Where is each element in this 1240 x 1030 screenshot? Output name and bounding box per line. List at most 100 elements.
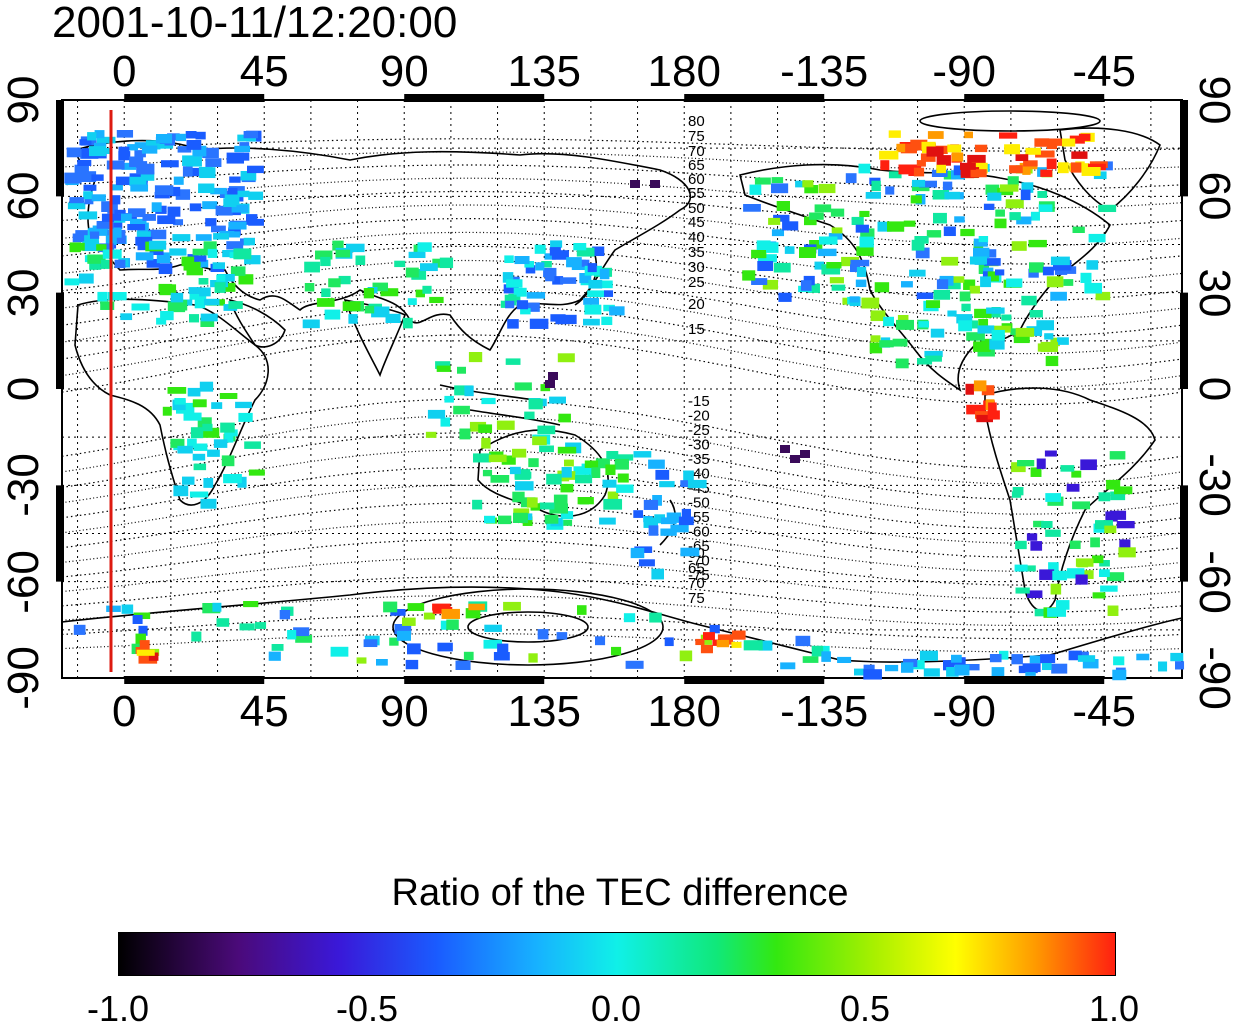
tec-cell bbox=[1033, 520, 1044, 528]
tec-cell bbox=[507, 319, 519, 329]
tec-cell bbox=[1014, 564, 1028, 572]
tec-cell bbox=[941, 256, 959, 266]
tec-cell bbox=[97, 291, 108, 302]
tec-cell-hot bbox=[1044, 138, 1063, 146]
tec-cell bbox=[916, 292, 934, 299]
tec-cell bbox=[1114, 486, 1133, 495]
tec-cell bbox=[167, 133, 180, 141]
tec-cell bbox=[1040, 341, 1059, 352]
tec-cell bbox=[633, 451, 652, 458]
tec-cell bbox=[901, 281, 913, 288]
tec-cell bbox=[464, 385, 474, 397]
tec-cell bbox=[865, 192, 882, 199]
tec-cell bbox=[136, 231, 151, 240]
tec-cell-hot bbox=[974, 144, 988, 153]
tec-cell bbox=[923, 668, 940, 677]
contour-label: -30 bbox=[688, 437, 710, 454]
tec-cell-hot bbox=[921, 141, 936, 150]
tec-cell bbox=[986, 307, 1005, 314]
tec-cell bbox=[617, 473, 629, 483]
tec-cell bbox=[348, 314, 358, 324]
tec-cell bbox=[1042, 663, 1052, 671]
tec-cell bbox=[799, 247, 817, 258]
tec-cell bbox=[240, 171, 257, 181]
tec-cell bbox=[1030, 211, 1040, 221]
tec-cell bbox=[383, 601, 398, 613]
tec-cell bbox=[888, 171, 902, 179]
tick-label: 0 bbox=[111, 47, 137, 96]
tec-cell bbox=[560, 511, 574, 520]
tec-cell bbox=[230, 266, 246, 276]
tec-cell bbox=[214, 282, 226, 293]
tec-cell-hot bbox=[936, 164, 946, 174]
tec-cell bbox=[215, 205, 233, 216]
tec-cell bbox=[279, 610, 291, 620]
tec-cell bbox=[213, 439, 228, 448]
contour-label: 75 bbox=[688, 128, 705, 145]
contour-label: 30 bbox=[688, 259, 705, 276]
tec-cell bbox=[1060, 465, 1075, 472]
tec-cell bbox=[371, 306, 390, 318]
tec-cell bbox=[484, 624, 502, 632]
tec-cell bbox=[830, 208, 845, 217]
tec-cell bbox=[182, 166, 193, 177]
tec-cell bbox=[946, 276, 965, 283]
tec-cell bbox=[817, 248, 837, 257]
tec-data-cells bbox=[64, 130, 1185, 681]
colorbar-tick: 1.0 bbox=[1088, 988, 1140, 1029]
tec-cell bbox=[224, 432, 234, 443]
tec-cell-hot bbox=[879, 150, 899, 160]
tec-cell bbox=[910, 195, 922, 204]
tec-cell bbox=[478, 424, 493, 433]
tec-cell bbox=[120, 313, 133, 321]
tec-cell bbox=[911, 239, 925, 251]
contour-line bbox=[61, 259, 1183, 320]
tec-cell bbox=[211, 225, 226, 233]
contour-line bbox=[61, 334, 1183, 406]
tec-cell bbox=[221, 455, 235, 467]
tec-cell bbox=[127, 224, 146, 231]
tec-cell bbox=[1015, 587, 1030, 594]
tec-cell bbox=[79, 139, 92, 146]
contour-label: 65 bbox=[688, 157, 705, 174]
tec-cell bbox=[983, 203, 995, 210]
tec-cell bbox=[497, 515, 512, 525]
tec-cell bbox=[576, 247, 595, 257]
tec-cell bbox=[995, 209, 1005, 217]
tec-cell bbox=[468, 352, 483, 363]
tec-cell bbox=[435, 361, 451, 369]
tec-cell bbox=[614, 458, 629, 470]
tec-cell bbox=[599, 268, 610, 280]
tick-label: 90 bbox=[379, 687, 429, 736]
tec-cell bbox=[991, 329, 1005, 341]
tec-cell bbox=[355, 255, 366, 265]
tec-cell bbox=[204, 298, 220, 306]
tec-cell bbox=[973, 341, 991, 352]
tec-cell bbox=[909, 269, 926, 277]
tec-cell bbox=[978, 236, 989, 243]
tec-cell bbox=[874, 282, 890, 293]
contour-label: 60 bbox=[688, 171, 705, 188]
contour-line bbox=[61, 520, 1183, 572]
tec-cell bbox=[1109, 510, 1127, 520]
tec-cell bbox=[521, 302, 540, 312]
tec-cell bbox=[974, 308, 992, 319]
tec-cell-hot bbox=[1023, 160, 1038, 167]
tec-cell bbox=[780, 662, 796, 670]
tec-cell bbox=[926, 300, 941, 309]
tec-cell bbox=[1063, 279, 1074, 286]
tec-cell bbox=[1045, 355, 1059, 367]
tec-cell bbox=[189, 314, 200, 323]
tec-cell bbox=[564, 459, 574, 467]
tec-cell bbox=[247, 165, 264, 174]
tec-cell bbox=[743, 640, 763, 651]
tec-cell bbox=[239, 623, 255, 631]
tec-cell bbox=[520, 308, 531, 315]
tec-cell bbox=[942, 181, 953, 191]
tec-cell bbox=[183, 412, 202, 421]
tec-cell bbox=[330, 646, 349, 657]
tec-cell bbox=[946, 667, 959, 677]
tec-cell bbox=[405, 267, 419, 278]
tec-cell-hot bbox=[1071, 151, 1088, 159]
tec-cell bbox=[96, 136, 116, 144]
